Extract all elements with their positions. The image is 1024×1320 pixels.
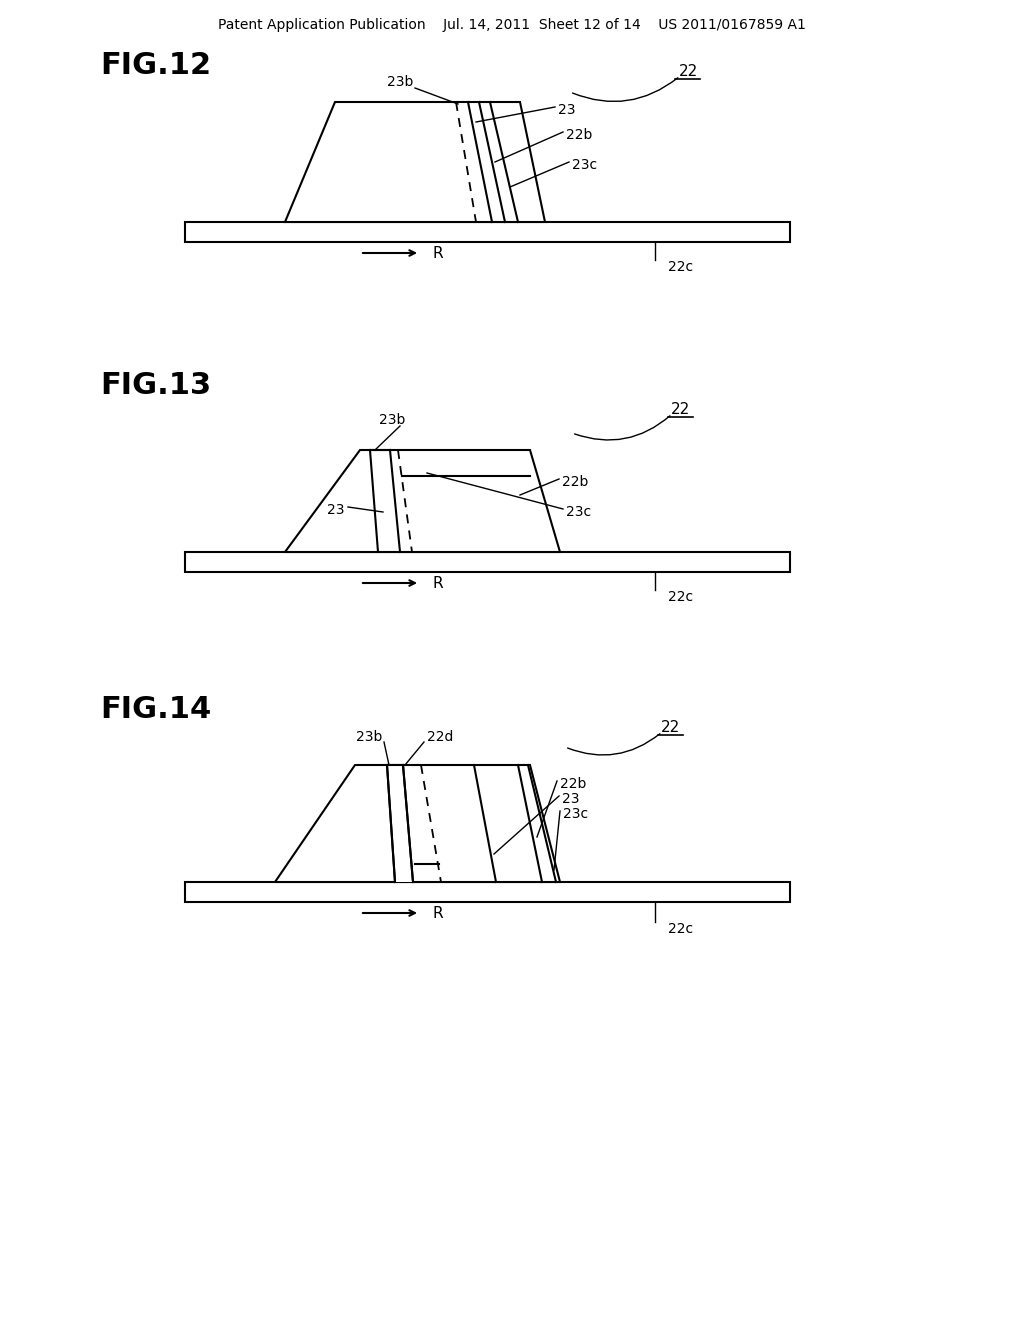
Text: 22b: 22b xyxy=(560,777,587,791)
Text: 22d: 22d xyxy=(427,730,454,744)
Text: 23c: 23c xyxy=(563,807,588,821)
Text: R: R xyxy=(432,246,442,260)
Text: 22: 22 xyxy=(678,65,697,79)
Text: FIG.14: FIG.14 xyxy=(100,696,211,725)
Polygon shape xyxy=(275,766,560,882)
Bar xyxy=(185,552,790,572)
Text: 22: 22 xyxy=(671,403,689,417)
Polygon shape xyxy=(285,450,560,552)
Bar xyxy=(185,222,790,242)
Bar xyxy=(185,882,790,902)
Text: 22c: 22c xyxy=(668,921,693,936)
Text: 23b: 23b xyxy=(387,75,414,88)
Text: 22c: 22c xyxy=(668,260,693,275)
Text: R: R xyxy=(432,576,442,590)
Text: 23: 23 xyxy=(328,503,345,517)
Text: 22b: 22b xyxy=(562,475,589,488)
Polygon shape xyxy=(387,766,413,882)
Text: FIG.13: FIG.13 xyxy=(100,371,211,400)
Text: R: R xyxy=(432,906,442,920)
Text: 23b: 23b xyxy=(355,730,382,744)
Text: 22c: 22c xyxy=(668,590,693,605)
Text: FIG.12: FIG.12 xyxy=(100,50,211,79)
Polygon shape xyxy=(285,102,545,222)
Text: 23c: 23c xyxy=(566,506,591,519)
Text: 22: 22 xyxy=(660,721,680,735)
Text: 23: 23 xyxy=(562,792,580,807)
Text: 23: 23 xyxy=(558,103,575,117)
Text: 22b: 22b xyxy=(566,128,592,143)
Text: 23c: 23c xyxy=(572,158,597,172)
Text: 23b: 23b xyxy=(379,413,406,426)
Text: Patent Application Publication    Jul. 14, 2011  Sheet 12 of 14    US 2011/01678: Patent Application Publication Jul. 14, … xyxy=(218,18,806,32)
